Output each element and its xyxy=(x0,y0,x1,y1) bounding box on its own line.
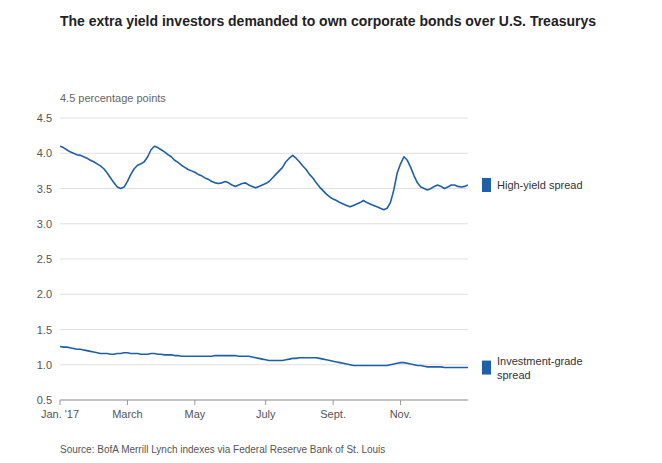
x-tick xyxy=(400,400,401,405)
x-tick xyxy=(60,400,61,405)
y-tick-label: 4.0 xyxy=(37,147,52,159)
grid-line xyxy=(60,153,468,154)
legend-label: Investment-grade spread xyxy=(497,355,583,381)
y-tick-label: 1.5 xyxy=(37,324,52,336)
x-tick-label: May xyxy=(184,408,205,420)
y-grid xyxy=(60,118,468,400)
legend-swatch xyxy=(482,178,491,192)
x-tick-label: Jan. '17 xyxy=(41,408,79,420)
y-tick-label: 3.0 xyxy=(37,218,52,230)
x-tick xyxy=(333,400,334,405)
grid-line xyxy=(60,294,468,295)
x-tick xyxy=(265,400,266,405)
grid-line xyxy=(60,400,468,401)
title: The extra yield investors demanded to ow… xyxy=(60,13,596,29)
legend-label-line: Investment-grade xyxy=(497,355,583,367)
grid-line xyxy=(60,364,468,365)
line xyxy=(60,146,468,209)
grid-line xyxy=(60,259,468,260)
y-tick-label: 4.5 xyxy=(37,112,52,124)
legend-label-line: High-yield spread xyxy=(497,179,583,191)
x-tick xyxy=(127,400,128,405)
y-tick-label: 3.5 xyxy=(37,183,52,195)
x-tick-label: July xyxy=(256,408,276,420)
y-tick-label: 0.5 xyxy=(37,394,52,406)
chart: The extra yield investors demanded to ow… xyxy=(0,0,662,463)
grid-line xyxy=(60,223,468,224)
legend-swatch xyxy=(482,361,491,375)
source-note: Source: BofA Merrill Lynch indexes via F… xyxy=(60,444,385,455)
x-axis-line xyxy=(60,400,468,401)
y-axis-label: 4.5 percentage points xyxy=(60,92,166,104)
y-tick-label: 1.0 xyxy=(37,359,52,371)
legend-label: High-yield spread xyxy=(497,179,583,191)
plot-area xyxy=(60,146,468,367)
x-tick-label: March xyxy=(112,408,143,420)
legend-label-line: spread xyxy=(497,369,531,381)
x-tick-label: Nov. xyxy=(390,408,412,420)
y-tick-label: 2.5 xyxy=(37,253,52,265)
grid-line xyxy=(60,118,468,119)
y-tick-label: 2.0 xyxy=(37,288,52,300)
x-tick xyxy=(194,400,195,405)
grid-line xyxy=(60,329,468,330)
line xyxy=(60,346,468,367)
x-tick-label: Sept. xyxy=(320,408,346,420)
